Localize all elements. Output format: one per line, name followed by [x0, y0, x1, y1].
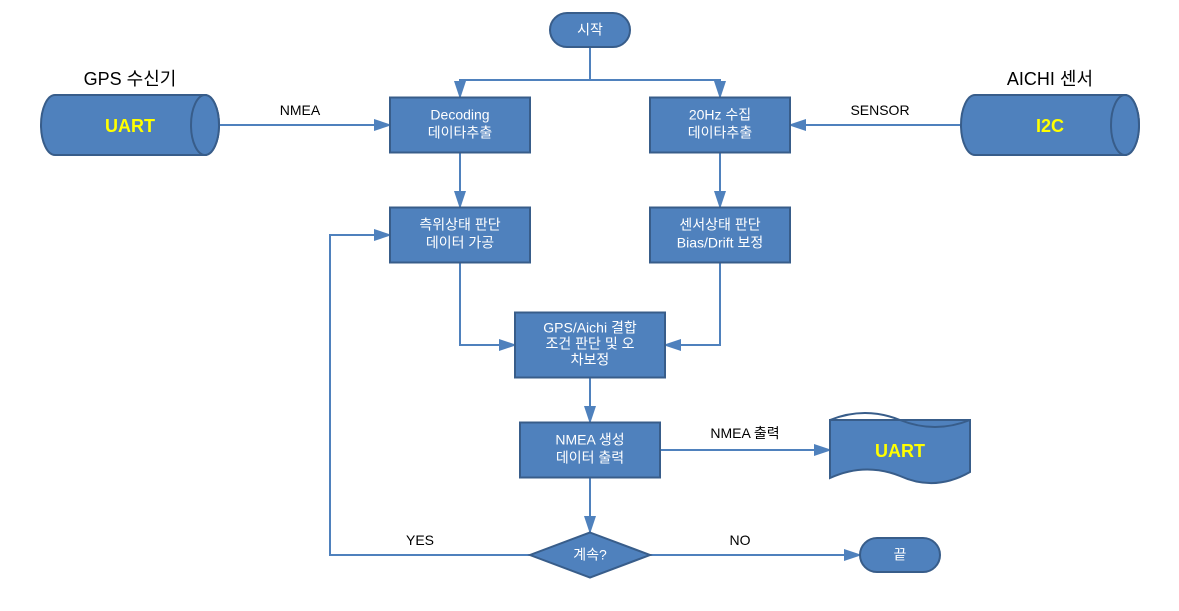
flow-edge — [460, 263, 515, 345]
svg-text:데이타추출: 데이타추출 — [688, 125, 753, 141]
svg-text:데이터 가공: 데이터 가공 — [426, 235, 494, 251]
aichi-title: AICHI 센서 — [1007, 69, 1093, 89]
svg-text:측위상태 판단: 측위상태 판단 — [419, 217, 500, 233]
sensor-proc-node: 센서상태 판단 Bias/Drift 보정 — [650, 208, 790, 263]
flow-edge — [590, 47, 720, 97]
svg-text:Decoding: Decoding — [430, 107, 489, 123]
gps-title: GPS 수신기 — [84, 69, 177, 89]
svg-text:센서상태 판단: 센서상태 판단 — [679, 217, 760, 233]
svg-text:NMEA 생성: NMEA 생성 — [555, 432, 624, 448]
fusion-node: GPS/Aichi 결합조건 판단 및 오차보정 — [515, 313, 665, 378]
svg-text:데이타추출: 데이타추출 — [428, 125, 493, 141]
end-node: 끝 — [860, 538, 940, 572]
svg-text:계속?: 계속? — [573, 547, 607, 563]
collect-node: 20Hz 수집데이타추출 — [650, 98, 790, 153]
uart-out-document: UART — [830, 413, 970, 483]
i2c-in-cylinder: I2C — [961, 95, 1139, 155]
edge-label: SENSOR — [850, 102, 909, 118]
nmea-gen-node: NMEA 생성데이터 출력 — [520, 423, 660, 478]
uart-in-cylinder: UART — [41, 95, 219, 155]
edge-label: NMEA 출력 — [710, 425, 779, 441]
flow-edge — [330, 235, 530, 555]
svg-text:Bias/Drift 보정: Bias/Drift 보정 — [677, 235, 763, 251]
svg-text:시작: 시작 — [577, 22, 603, 38]
flowchart-canvas: NMEA SENSOR NMEA 출력 NO YES GPS 수신기 AICHI 센서 시작 U… — [0, 0, 1179, 611]
svg-text:끝: 끝 — [894, 547, 907, 563]
svg-text:GPS/Aichi 결합: GPS/Aichi 결합 — [543, 320, 637, 336]
svg-text:20Hz 수집: 20Hz 수집 — [689, 107, 751, 123]
svg-text:UART: UART — [105, 116, 155, 136]
edge-label: NMEA — [280, 102, 321, 118]
svg-text:차보정: 차보정 — [571, 352, 610, 368]
gps-proc-node: 측위상태 판단데이터 가공 — [390, 208, 530, 263]
edge-label: YES — [406, 532, 434, 548]
svg-text:데이터 출력: 데이터 출력 — [556, 450, 624, 466]
decision-node: 계속? — [530, 533, 650, 578]
edge-label: NO — [730, 532, 751, 548]
flow-edge — [460, 47, 590, 97]
decode-node: Decoding 데이타추출 — [390, 98, 530, 153]
svg-text:I2C: I2C — [1036, 116, 1064, 136]
svg-text:조건 판단 및 오: 조건 판단 및 오 — [546, 336, 635, 352]
svg-text:UART: UART — [875, 441, 925, 461]
flow-edge — [665, 263, 720, 345]
start-node: 시작 — [550, 13, 630, 47]
